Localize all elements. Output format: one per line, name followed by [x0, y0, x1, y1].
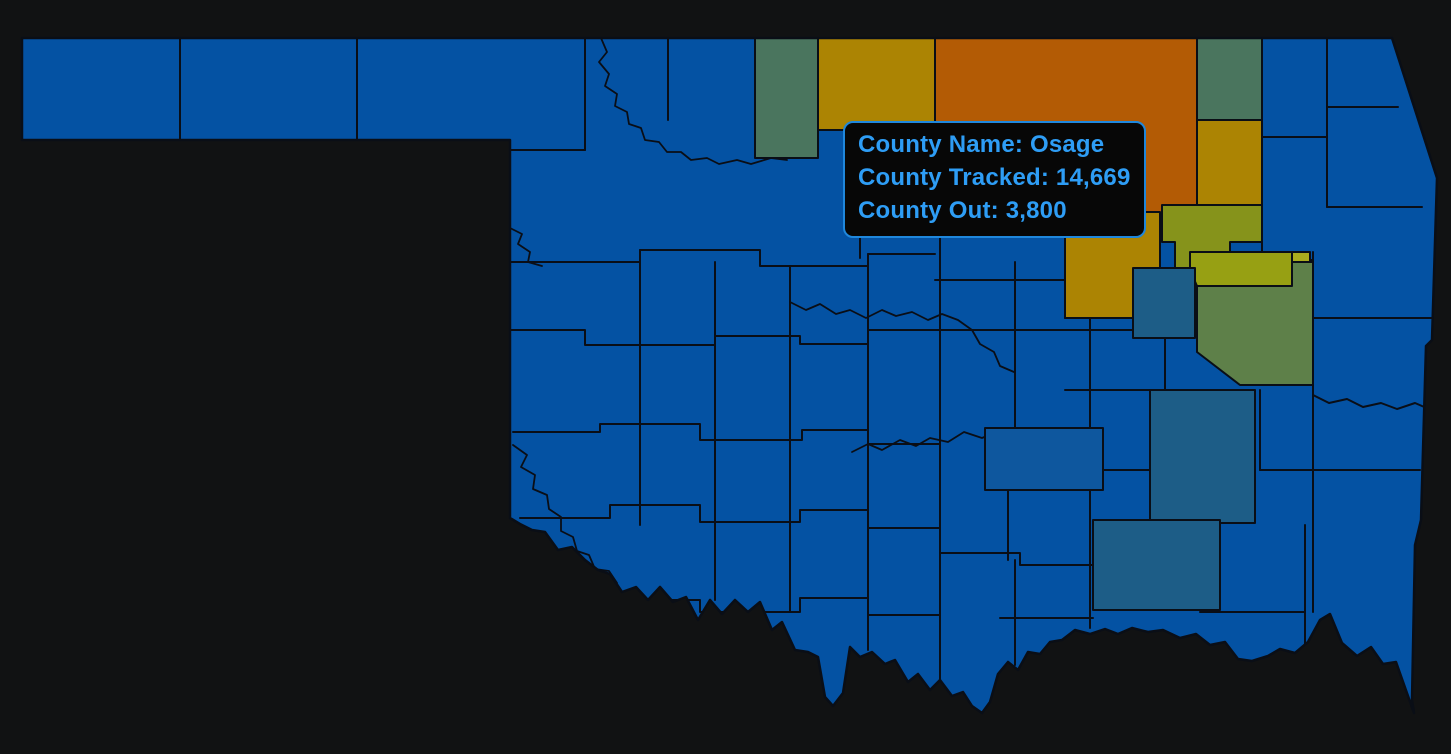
county-border-line	[939, 552, 1094, 566]
county-cherokee[interactable]	[1196, 261, 1314, 386]
county-pittsburg[interactable]	[1149, 389, 1256, 524]
tooltip-county-name: County Name: Osage	[858, 131, 1105, 158]
tooltip-county-tracked: County Tracked: 14,669	[858, 164, 1131, 191]
county-grant[interactable]	[754, 38, 819, 159]
county-kay[interactable]	[817, 38, 936, 131]
county-okmulgee[interactable]	[1132, 267, 1196, 339]
map-tooltip: County Name: Osage County Tracked: 14,66…	[843, 121, 1146, 238]
county-atoka[interactable]	[1092, 519, 1221, 611]
river-border-line	[509, 227, 543, 267]
river-border-line	[598, 38, 788, 165]
river-border-line	[789, 301, 1015, 373]
state-outline	[20, 36, 1439, 715]
county-wagoner[interactable]	[1189, 251, 1293, 287]
river-border-line	[512, 444, 618, 584]
county-seminole[interactable]	[984, 427, 1104, 491]
county-nowata[interactable]	[1196, 38, 1263, 121]
tooltip-county-out: County Out: 3,800	[858, 197, 1067, 224]
county-border-line	[1312, 394, 1430, 410]
